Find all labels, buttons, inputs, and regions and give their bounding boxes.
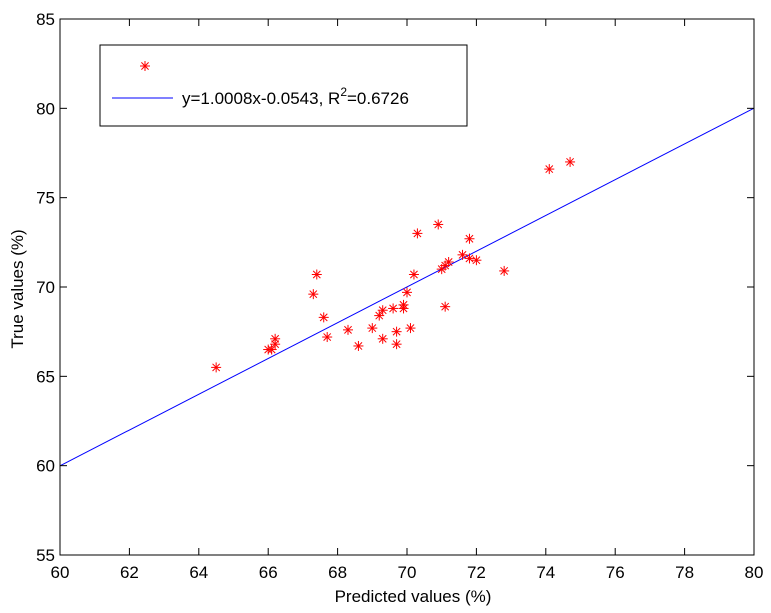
data-point	[402, 287, 412, 298]
x-tick-label: 60	[51, 563, 70, 582]
data-point	[471, 255, 482, 266]
data-point	[443, 256, 454, 267]
y-tick-label: 85	[36, 10, 55, 29]
data-point	[464, 253, 475, 264]
data-point	[565, 156, 576, 167]
data-point	[391, 326, 402, 337]
data-point	[353, 340, 364, 351]
data-point	[433, 219, 444, 230]
data-point	[464, 233, 475, 244]
data-point	[377, 305, 388, 316]
axis-ticks	[59, 18, 755, 556]
data-point	[388, 303, 399, 314]
fit-line	[59, 107, 755, 467]
x-tick-label: 72	[467, 563, 486, 582]
x-tick-label: 64	[189, 563, 208, 582]
data-point	[322, 332, 333, 343]
data-point	[311, 269, 322, 280]
y-tick-label: 60	[36, 457, 55, 476]
data-points-layer	[211, 156, 576, 373]
data-point	[318, 312, 329, 323]
x-tick-labels: 60 62 64 66 68 70 72 74 76 78 80	[51, 563, 764, 582]
data-point	[308, 289, 319, 300]
y-tick-label: 70	[36, 278, 55, 297]
data-point	[440, 301, 451, 312]
data-point	[412, 228, 423, 239]
x-tick-label: 80	[745, 563, 764, 582]
data-point	[374, 310, 385, 321]
data-point	[367, 323, 378, 334]
x-tick-label: 66	[259, 563, 278, 582]
y-tick-label: 55	[36, 546, 55, 565]
legend-label-fit-text: y=1.0008x-0.0543, R	[182, 89, 340, 108]
y-tick-label: 65	[36, 367, 55, 386]
x-tick-label: 74	[536, 563, 555, 582]
x-tick-label: 68	[328, 563, 347, 582]
data-point	[391, 339, 402, 350]
legend-marker-scatter	[140, 61, 150, 71]
data-point	[398, 299, 409, 310]
x-tick-label: 70	[398, 563, 417, 582]
legend-label-fit-superscript: 2	[340, 85, 347, 99]
y-axis-title: True values (%)	[8, 229, 27, 348]
data-point	[211, 362, 222, 373]
legend-label-fit: y=1.0008x-0.0543, R2=0.6726	[182, 85, 409, 108]
data-point	[377, 333, 388, 344]
x-tick-label: 78	[675, 563, 694, 582]
data-point	[499, 265, 510, 276]
fit-line-layer	[59, 107, 755, 467]
data-point	[457, 249, 468, 260]
legend-marker-asterisk	[140, 61, 150, 71]
data-point	[405, 323, 416, 334]
y-tick-label: 80	[36, 99, 55, 118]
legend-box	[99, 44, 468, 127]
data-point	[266, 344, 277, 355]
x-tick-label: 62	[120, 563, 139, 582]
data-point	[270, 333, 281, 344]
legend: y=1.0008x-0.0543, R2=0.6726	[99, 44, 468, 127]
y-tick-labels: 55 60 65 70 75 80 85	[36, 10, 55, 565]
data-point	[408, 269, 419, 280]
x-tick-label: 76	[606, 563, 625, 582]
data-point	[544, 164, 555, 175]
legend-label-fit-suffix: =0.6726	[347, 89, 409, 108]
y-tick-label: 75	[36, 189, 55, 208]
data-point	[343, 324, 354, 335]
x-axis-title: Predicted values (%)	[335, 587, 492, 606]
